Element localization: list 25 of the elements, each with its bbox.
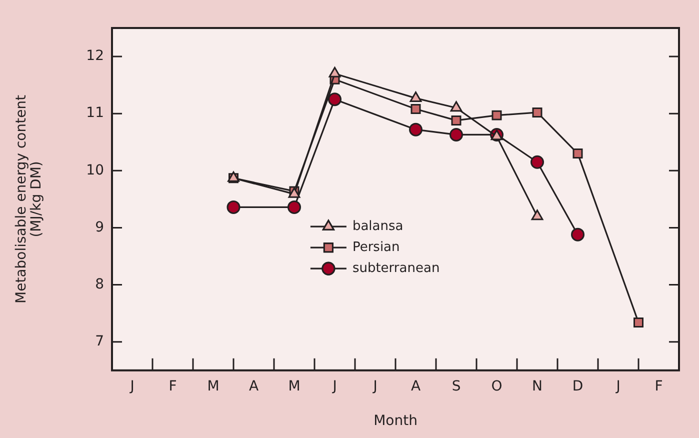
y-tick-label: 7 — [95, 334, 104, 350]
x-tick-label: D — [572, 378, 584, 394]
x-tick-label: J — [372, 378, 378, 394]
x-tick-label: A — [410, 378, 421, 394]
y-tick-label: 12 — [86, 48, 104, 64]
x-tick-label: M — [207, 378, 220, 394]
y-tick-label: 10 — [86, 162, 104, 178]
y-axis-title: Metabolisable energy content (MJ/kg DM) — [13, 94, 45, 304]
y-tick-label: 9 — [95, 219, 104, 236]
x-tick-label: J — [615, 378, 620, 394]
x-tick-label: J — [129, 378, 134, 394]
x-tick-label: A — [248, 378, 259, 394]
x-tick-label: O — [491, 378, 502, 394]
x-tick-label: J — [332, 378, 337, 394]
y-tick-label: 11 — [86, 105, 104, 122]
x-tick-label: F — [654, 378, 663, 394]
x-tick-label: F — [168, 378, 177, 394]
legend-label: Persian — [352, 240, 400, 255]
y-tick-label: 8 — [95, 276, 104, 292]
x-tick-label: N — [532, 378, 542, 394]
legend-label: subterranean — [352, 260, 440, 276]
legend-label: balansa — [352, 218, 404, 234]
x-tick-label: M — [288, 378, 300, 394]
x-tick-label: S — [452, 378, 461, 394]
x-axis-title: Month — [374, 413, 418, 430]
